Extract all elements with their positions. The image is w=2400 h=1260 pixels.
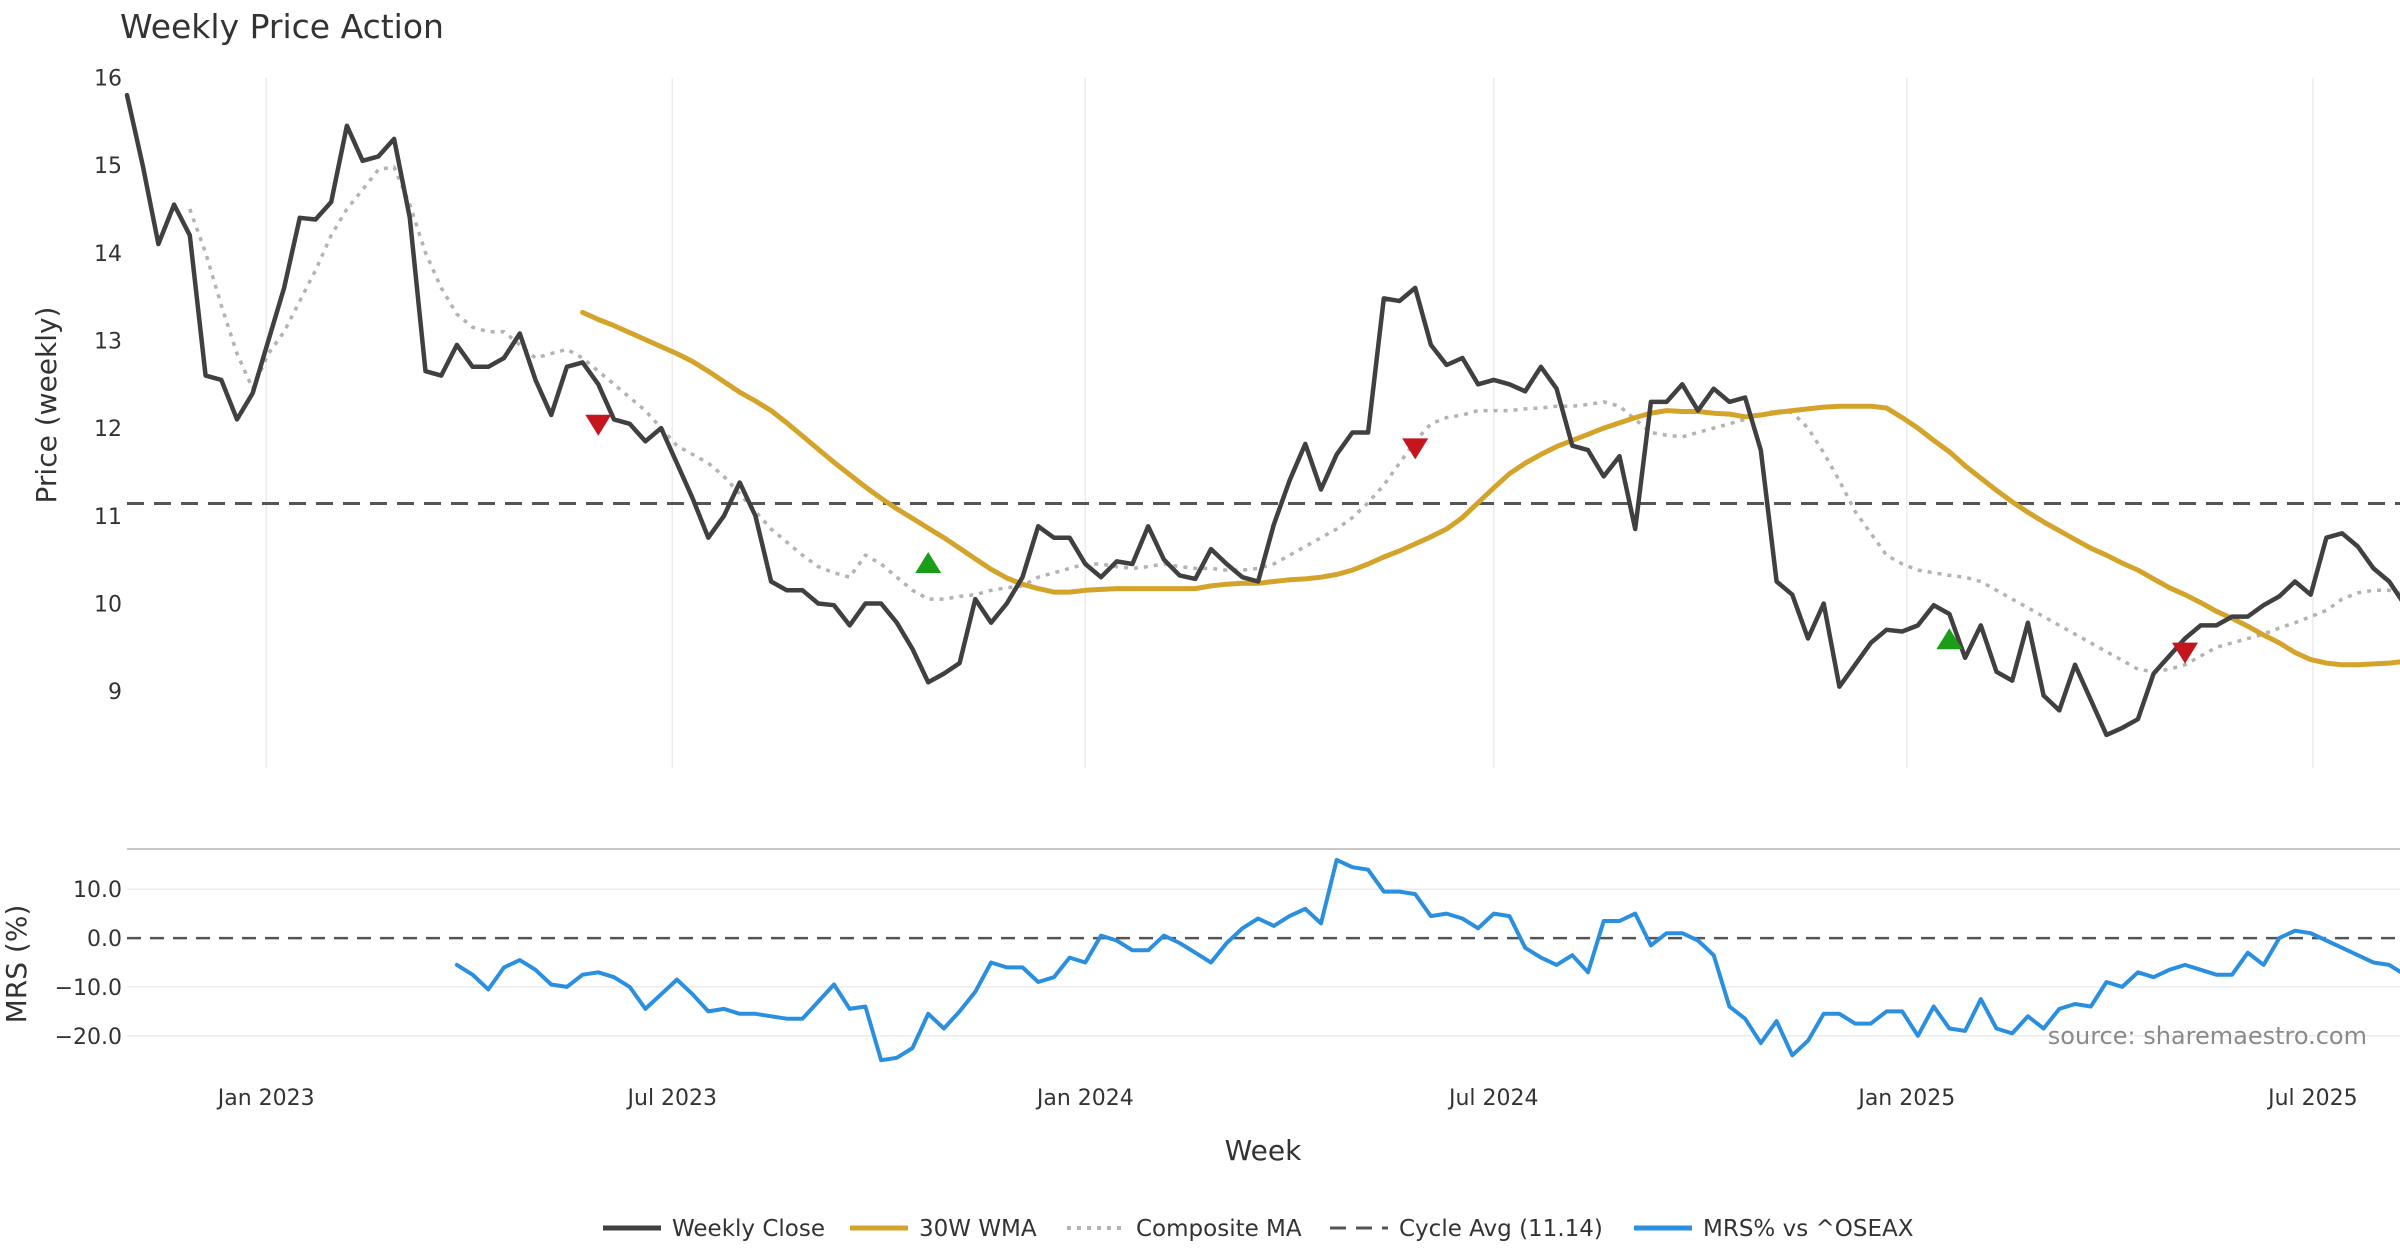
legend-label: Composite MA: [1136, 1216, 1302, 1242]
price-y-tick-label: 16: [94, 67, 122, 92]
legend-label: MRS% vs ^OSEAX: [1703, 1216, 1914, 1242]
price-series-group: [124, 92, 2400, 738]
mrs-gridlines: [127, 888, 2400, 1037]
mrs-y-tick-label: −20.0: [55, 1025, 122, 1050]
signal-markers: [585, 414, 2199, 664]
buy-signal-marker: [915, 552, 942, 574]
price-y-tick-label: 11: [94, 505, 122, 530]
price-y-tick-label: 14: [94, 242, 122, 267]
x-tick-label: Jan 2025: [1856, 1086, 1955, 1111]
sell-signal-marker: [1402, 438, 1429, 460]
price-y-axis-label: Price (weekly): [30, 307, 63, 504]
mrs-y-tick-label: 10.0: [73, 878, 122, 903]
sell-signal-marker: [585, 414, 612, 436]
x-axis-label: Week: [1225, 1134, 1302, 1167]
x-tick-label: Jul 2025: [2266, 1086, 2358, 1111]
mrs-y-tick-label: 0.0: [87, 927, 122, 952]
price-y-tick-label: 15: [94, 154, 122, 179]
price-y-tick-label: 10: [94, 592, 122, 617]
mrs-y-axis-label: MRS (%): [0, 905, 33, 1024]
legend-label: Weekly Close: [672, 1216, 825, 1242]
price-y-ticks: 9 10 11 12 13 14 15 16: [94, 67, 122, 706]
sell-signal-marker: [2172, 642, 2199, 664]
mrs-line: [454, 857, 2400, 1063]
mrs-series-group: [454, 857, 2400, 1063]
price-y-tick-label: 12: [94, 417, 122, 442]
legend-label: 30W WMA: [919, 1216, 1037, 1242]
legend-label: Cycle Avg (11.14): [1399, 1216, 1603, 1242]
x-tick-label: Jan 2024: [1035, 1086, 1134, 1111]
chart-title: Weekly Price Action: [120, 7, 444, 46]
mrs-y-ticks: 10.0 0.0 −10.0 −20.0: [55, 878, 122, 1050]
weekly-close-line: [124, 92, 2400, 738]
price-y-tick-label: 13: [94, 329, 122, 354]
source-note: source: sharemaestro.com: [2048, 1022, 2367, 1050]
mrs-y-tick-label: −10.0: [55, 976, 122, 1001]
legend: Weekly Close 30W WMA Composite MA Cycle Avg…: [603, 1216, 1914, 1242]
x-axis-ticks: Jan 2023 Jul 2023 Jan 2024 Jul 2024 Jan 2025…: [216, 1086, 2358, 1111]
price-y-tick-label: 9: [108, 680, 122, 705]
x-tick-label: Jul 2024: [1447, 1086, 1539, 1111]
x-tick-label: Jul 2023: [626, 1086, 718, 1111]
buy-signal-marker: [1936, 628, 1963, 650]
x-tick-label: Jan 2023: [216, 1086, 315, 1111]
